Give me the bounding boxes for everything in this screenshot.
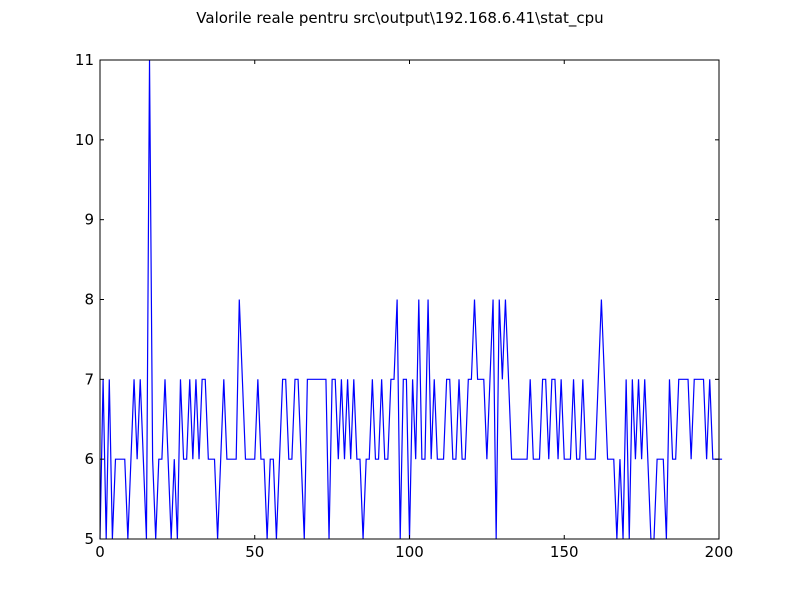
y-tick-label: 9 [84,211,94,229]
y-tick-label: 8 [84,291,94,309]
x-tick-label: 100 [395,543,424,561]
series-line-0 [99,59,723,540]
y-tick-label: 6 [84,450,94,468]
x-tick-label: 50 [245,543,264,561]
x-tick-label: 200 [705,543,734,561]
y-tick-label: 10 [75,131,94,149]
chart-title: Valorile reale pentru src\output\192.168… [196,9,604,27]
x-tick-label: 0 [95,543,105,561]
x-tick-label: 150 [550,543,579,561]
plot-area [100,60,719,539]
y-tick-label: 5 [84,530,94,548]
y-tick-label: 11 [75,51,94,69]
y-tick-label: 7 [84,370,94,388]
